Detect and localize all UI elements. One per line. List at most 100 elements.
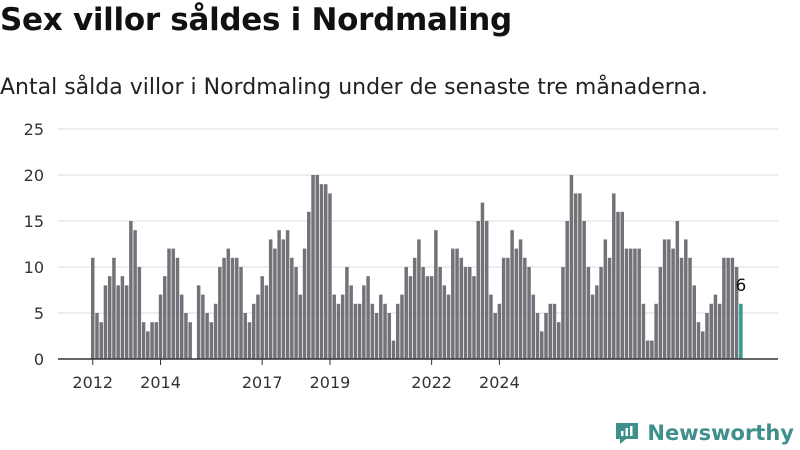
page-subtitle: Antal sålda villor i Nordmaling under de… (0, 75, 708, 100)
bar (692, 285, 697, 359)
bar (514, 248, 519, 359)
bar (362, 285, 366, 359)
bar (379, 294, 383, 359)
bar (506, 257, 510, 359)
bar (163, 276, 167, 359)
x-tick-label: 2024 (479, 373, 520, 392)
bar (332, 294, 336, 359)
x-tick-label: 2019 (310, 373, 351, 392)
x-tick-label: 2017 (242, 373, 283, 392)
bar (650, 340, 654, 359)
bar (230, 257, 235, 359)
bar (340, 294, 345, 359)
bar (213, 303, 218, 359)
bar (688, 257, 692, 359)
bar (671, 248, 675, 359)
bar (124, 285, 129, 359)
bar (137, 267, 142, 359)
bar (586, 267, 591, 359)
bar (421, 267, 425, 359)
bar (141, 322, 146, 359)
bar (451, 248, 455, 359)
bar (260, 276, 264, 359)
x-tick-label: 2014 (140, 373, 181, 392)
bar (455, 248, 459, 359)
bar (535, 313, 540, 359)
bar (459, 257, 464, 359)
bar (243, 313, 247, 359)
bar (518, 239, 523, 359)
bar (476, 221, 480, 359)
bar (442, 285, 447, 359)
bar (480, 202, 485, 359)
bar (247, 322, 252, 359)
bar (298, 294, 303, 359)
bar (175, 257, 180, 359)
bar (277, 230, 281, 359)
bar (120, 276, 125, 359)
bar (675, 221, 680, 359)
bar (383, 303, 387, 359)
bar (307, 211, 311, 359)
bar (209, 322, 214, 359)
bar (569, 175, 574, 359)
bar (717, 303, 722, 359)
bar (239, 267, 243, 359)
bar (709, 303, 713, 359)
bar (408, 276, 413, 359)
bar (612, 193, 616, 359)
bar (446, 294, 451, 359)
bar (654, 303, 658, 359)
bar (205, 313, 209, 359)
bar (726, 257, 730, 359)
bar (112, 257, 116, 359)
bar (294, 267, 298, 359)
bar (370, 303, 375, 359)
bar (345, 267, 349, 359)
bar (552, 303, 557, 359)
bar (624, 248, 629, 359)
bar (489, 294, 493, 359)
bar (463, 267, 468, 359)
newsworthy-logo-icon (616, 423, 639, 444)
bar (353, 303, 358, 359)
bar (468, 267, 472, 359)
bar (281, 239, 286, 359)
bar (497, 303, 502, 359)
bar (527, 267, 531, 359)
bar (188, 322, 192, 359)
bar (133, 230, 137, 359)
bar (705, 313, 709, 359)
bar (91, 257, 95, 359)
bar (603, 239, 608, 359)
bar (556, 322, 561, 359)
bar (129, 221, 133, 359)
bar (264, 285, 269, 359)
bar (179, 294, 184, 359)
y-tick-label: 5 (34, 304, 44, 323)
y-tick-label: 25 (24, 120, 44, 139)
bar (285, 230, 290, 359)
bar (251, 303, 256, 359)
bar (226, 248, 231, 359)
bar (154, 322, 159, 359)
bar (366, 276, 370, 359)
y-tick-label: 20 (24, 166, 44, 185)
bar (578, 193, 582, 359)
bar (374, 313, 379, 359)
bar (311, 175, 315, 359)
bar (315, 175, 320, 359)
bar (510, 230, 514, 359)
bar (633, 248, 637, 359)
bar (484, 221, 489, 359)
bar (268, 239, 273, 359)
bar (722, 257, 726, 359)
bar (171, 248, 175, 359)
bar (662, 239, 667, 359)
bar (438, 267, 442, 359)
bar (713, 294, 718, 359)
bar (607, 257, 612, 359)
bar (599, 267, 603, 359)
bar (595, 285, 599, 359)
bar (658, 267, 663, 359)
